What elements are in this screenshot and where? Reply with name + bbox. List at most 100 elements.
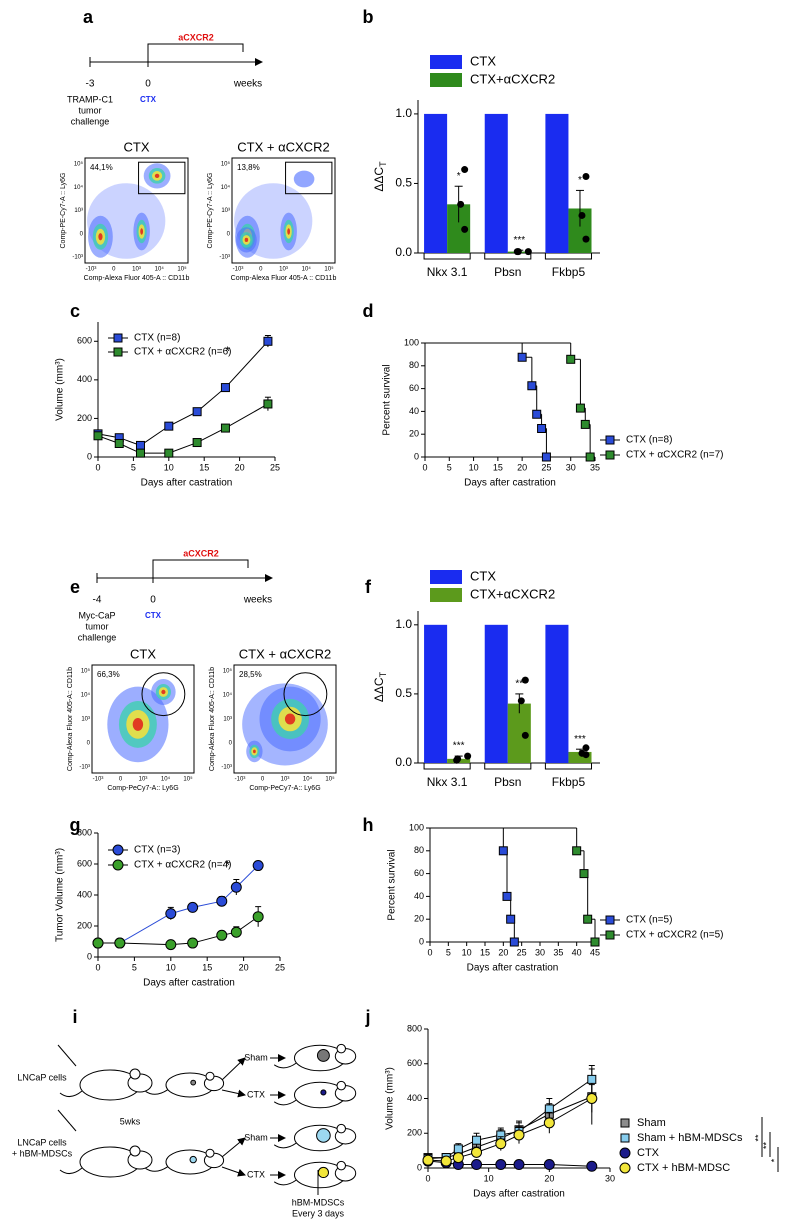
y-tick-label: -10³: [72, 255, 83, 261]
challenge-label: tumor: [85, 621, 108, 631]
x-tick-label: -10³: [235, 777, 246, 783]
category-bracket: [484, 763, 532, 770]
mouse-ear: [336, 1123, 346, 1134]
x-tick-label: 0: [112, 267, 116, 273]
y-tick-label: 600: [77, 858, 92, 868]
annotation: *: [225, 857, 230, 872]
data-point: [582, 173, 590, 180]
marker: [164, 421, 174, 431]
significance: **: [753, 1134, 763, 1142]
density-cloud: [293, 170, 315, 188]
x-tick-label: 30: [566, 462, 576, 472]
plot-title: CTX: [130, 646, 156, 661]
legend-label: CTX+αCXCR2: [470, 71, 555, 86]
data-point: [521, 731, 529, 739]
x-tick-label: Fkbp5: [552, 775, 586, 789]
marker: [587, 1074, 597, 1084]
y-tick-label: 0.5: [395, 176, 412, 190]
marker: [586, 1160, 598, 1172]
marker: [585, 452, 595, 462]
marker: [114, 937, 126, 949]
y-tick-label: 80: [409, 360, 419, 370]
legend-label: CTX: [470, 568, 496, 583]
legend-marker: [619, 1162, 631, 1174]
x-tick-label: 10: [462, 947, 472, 957]
y-tick-label: 10⁵: [81, 668, 91, 675]
legend-label: CTX + αCXCR2 (n=7): [626, 450, 723, 461]
data-point: [453, 756, 461, 764]
y-tick-label: 0: [229, 741, 233, 747]
x-tick-label: 10⁵: [177, 266, 187, 273]
treatment-label: Every 3 days: [292, 1208, 345, 1218]
x-tick-label: 10⁴: [161, 776, 171, 783]
x-axis-label: Days after castration: [464, 478, 556, 489]
arm-label: CTX: [247, 1089, 265, 1099]
timeline-end: weeks: [243, 595, 272, 606]
arrow: [221, 1089, 246, 1098]
series-line: [427, 1078, 593, 1159]
legend-label: CTX + αCXCR2 (n=6): [134, 347, 231, 358]
category-bracket: [423, 253, 471, 260]
mouse-tail: [273, 1099, 297, 1106]
marker: [220, 423, 230, 433]
marker: [164, 448, 174, 458]
series-line: [427, 1098, 593, 1162]
legend-marker: [605, 930, 615, 940]
bar: [507, 703, 531, 763]
x-tick-label: 30: [605, 1173, 615, 1183]
marker: [509, 937, 519, 947]
timeline-zero: 0: [150, 595, 156, 606]
y-tick-label: 400: [407, 1093, 422, 1103]
y-tick-label: 0.0: [395, 245, 412, 259]
legend-marker: [620, 1133, 630, 1143]
significance: **: [761, 1142, 771, 1150]
x-tick-label: 10⁴: [303, 776, 313, 783]
marker: [583, 914, 593, 924]
gate-percent: 66,3%: [97, 670, 120, 679]
x-tick-label: Nkx 3.1: [427, 775, 468, 789]
marker: [544, 1104, 554, 1114]
y-tick-label: 10³: [221, 208, 230, 214]
marker: [263, 399, 273, 409]
panel-label: c: [70, 301, 80, 321]
y-tick-label: 0: [87, 951, 92, 961]
category-bracket: [544, 253, 593, 260]
density-cloud: [244, 237, 249, 243]
legend-label: Sham + hBM-MDSCs: [637, 1132, 743, 1144]
legend-marker: [605, 915, 615, 925]
y-tick-label: 20: [414, 914, 424, 924]
legend-swatch: [430, 588, 462, 602]
marker: [513, 1159, 525, 1171]
legend-swatch: [430, 570, 462, 584]
mouse-tail: [59, 1090, 83, 1097]
y-tick-label: 10⁴: [74, 184, 84, 191]
y-tick-label: -10³: [79, 765, 90, 771]
bar: [484, 624, 508, 763]
marker: [452, 1152, 464, 1164]
panel-label: j: [364, 1007, 370, 1027]
x-tick-label: 15: [480, 947, 490, 957]
y-axis-label: Comp-PE-Cy7-A :: Ly6G: [60, 173, 67, 249]
y-tick-label: 800: [77, 827, 92, 837]
x-axis-label: Days after castration: [143, 978, 235, 989]
treatment-label: aCXCR2: [178, 32, 214, 42]
marker: [513, 1129, 525, 1141]
marker: [192, 438, 202, 448]
castration-label: CTX: [145, 611, 162, 620]
marker: [580, 419, 590, 429]
y-tick-label: 60: [409, 383, 419, 393]
category-bracket: [484, 253, 532, 260]
y-tick-label: 0: [414, 451, 419, 461]
x-tick-label: 10⁴: [302, 266, 312, 273]
legend-marker: [620, 1118, 630, 1128]
marker: [187, 901, 199, 913]
x-axis-label: Comp-PeCy7-A:: Ly6G: [107, 785, 178, 792]
timeline-start: -3: [86, 79, 95, 90]
marker: [165, 908, 177, 920]
mouse-ear: [336, 1160, 346, 1171]
marker: [495, 1159, 507, 1171]
y-tick-label: 400: [77, 889, 92, 899]
data-point: [578, 211, 586, 219]
challenge-label: tumor: [78, 105, 101, 115]
series-line: [427, 1160, 592, 1167]
